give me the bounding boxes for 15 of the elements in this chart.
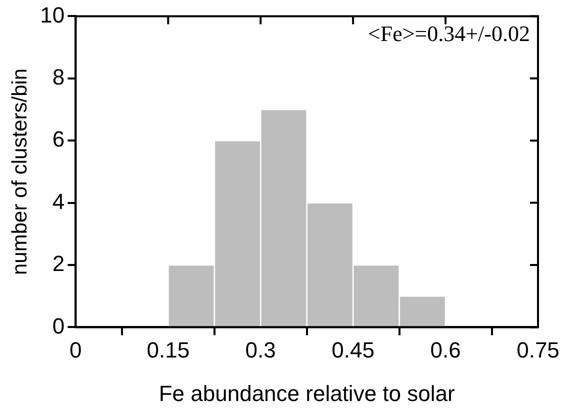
x-tick-label: 0.6 [430, 337, 461, 362]
x-tick-label: 0 [70, 337, 82, 362]
y-tick-label: 4 [52, 188, 65, 214]
y-tick-label: 2 [52, 251, 65, 276]
x-axis-title: Fe abundance relative to solar [158, 380, 455, 406]
x-tick-label: 0.15 [146, 337, 190, 362]
y-tick-label: 10 [40, 2, 65, 28]
y-tick-label: 6 [52, 126, 65, 152]
x-tick-label: 0.3 [245, 337, 276, 362]
x-tick-label: 0.45 [332, 337, 374, 362]
x-tick-label: 0.75 [516, 337, 560, 362]
y-axis-title: number of clusters/bin [8, 68, 32, 276]
y-tick-label: 0 [52, 313, 65, 338]
annotation: <Fe>=0.34+/-0.02 [368, 20, 530, 46]
y-tick-label: 8 [52, 64, 65, 90]
